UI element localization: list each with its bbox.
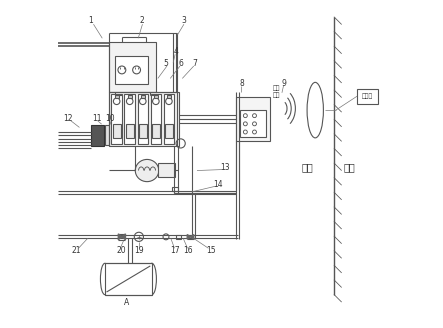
Bar [151, 94, 161, 144]
Text: 4: 4 [173, 47, 178, 56]
Text: 16: 16 [183, 246, 193, 255]
Text: 19: 19 [134, 246, 144, 255]
Bar [164, 94, 174, 144]
Bar [105, 263, 152, 295]
Bar [139, 124, 147, 138]
Bar [154, 95, 158, 98]
Text: 20: 20 [116, 246, 126, 255]
Text: 11: 11 [92, 114, 101, 123]
Bar [141, 95, 145, 98]
Bar [124, 94, 135, 144]
Bar [126, 124, 134, 138]
Text: 地面: 地面 [344, 162, 356, 172]
Bar [138, 94, 148, 144]
Bar [152, 124, 160, 138]
Bar [176, 235, 181, 239]
Bar [115, 95, 119, 98]
Text: 9: 9 [282, 78, 287, 88]
Bar [241, 110, 266, 137]
Bar [158, 163, 175, 177]
Text: 14: 14 [213, 180, 222, 189]
Bar [113, 124, 120, 138]
Polygon shape [122, 234, 125, 240]
Text: 5: 5 [163, 59, 168, 68]
Text: 12: 12 [63, 114, 73, 123]
Bar [128, 95, 132, 98]
Text: 井下
环网: 井下 环网 [272, 85, 280, 97]
Text: 3: 3 [182, 16, 187, 26]
Bar [91, 125, 104, 146]
Text: 2: 2 [139, 16, 144, 26]
Text: 17: 17 [170, 246, 180, 255]
Bar [172, 187, 178, 191]
Text: A: A [124, 298, 129, 307]
Bar [112, 94, 122, 144]
Bar [109, 92, 179, 146]
Bar [165, 124, 173, 138]
Bar [115, 56, 148, 84]
Bar [105, 125, 109, 145]
Text: 7: 7 [192, 59, 197, 68]
Text: 6: 6 [178, 59, 183, 68]
Ellipse shape [135, 159, 159, 182]
Text: 服务器: 服务器 [362, 93, 373, 99]
Bar [109, 42, 156, 92]
Text: 21: 21 [71, 246, 81, 255]
Text: 8: 8 [240, 78, 245, 88]
Bar [357, 89, 378, 104]
Text: 10: 10 [105, 114, 115, 123]
Bar [236, 97, 271, 141]
Text: 13: 13 [220, 163, 229, 173]
Polygon shape [187, 235, 190, 239]
Text: 井下: 井下 [302, 162, 313, 172]
Polygon shape [118, 234, 122, 240]
Ellipse shape [307, 82, 323, 138]
Bar [167, 95, 171, 98]
Polygon shape [190, 235, 194, 239]
Text: 1: 1 [89, 16, 93, 26]
Ellipse shape [101, 263, 109, 295]
Ellipse shape [148, 263, 156, 295]
Text: 15: 15 [206, 246, 216, 255]
